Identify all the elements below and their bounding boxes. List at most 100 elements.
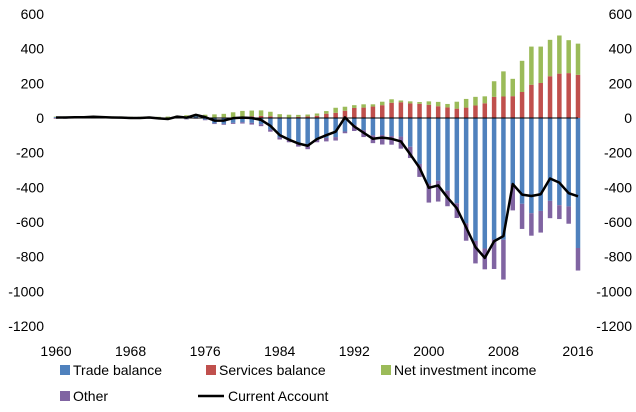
bar-net-investment-income [296, 114, 301, 117]
y-tick-right: -1000 [596, 283, 632, 299]
y-tick-right: -600 [604, 214, 632, 230]
y-tick-left: -1200 [8, 318, 44, 334]
bar-other [342, 131, 348, 134]
bar-trade-balance [249, 118, 254, 123]
bar-services-balance [473, 105, 478, 118]
bar-services-balance [389, 102, 394, 118]
bar-other [212, 123, 217, 125]
bar-other [277, 137, 282, 140]
y-tick-right: 200 [609, 75, 633, 91]
bar-other [249, 122, 254, 125]
legend-swatch [60, 365, 70, 375]
bar-other [258, 124, 264, 127]
bar-net-investment-income [249, 110, 254, 117]
bar-trade-balance [296, 118, 301, 144]
bar-trade-balance [202, 118, 208, 120]
bar-trade-balance [501, 118, 506, 240]
bar-other [324, 137, 329, 142]
x-tick: 2008 [488, 343, 519, 359]
y-axis-right: -1200 -1000 -800 -600 -400 -200 0 200 400 600 [596, 6, 632, 334]
bar-other [296, 143, 301, 147]
y-tick-right: 400 [609, 41, 633, 57]
bar-other [380, 134, 385, 145]
bar-trade-balance [538, 118, 543, 211]
legend: Trade balance Services balance Net investm… [60, 362, 537, 404]
bar-services-balance [426, 104, 432, 118]
bar-trade-balance [240, 118, 245, 123]
bar-trade-balance [389, 118, 394, 137]
legend-label: Services balance [219, 362, 326, 378]
bar-other [473, 240, 478, 264]
bar-net-investment-income [566, 40, 571, 74]
bar-services-balance [268, 116, 273, 118]
bar-services-balance [445, 107, 450, 118]
bar-other [389, 136, 394, 145]
bar-net-investment-income [165, 116, 171, 118]
bar-net-investment-income [305, 114, 310, 117]
line-current-account [56, 113, 579, 260]
bar-other [435, 180, 441, 202]
bar-net-investment-income [361, 104, 366, 108]
bar-trade-balance [361, 118, 366, 131]
bar-trade-balance [305, 118, 310, 146]
bar-net-investment-income [277, 114, 282, 118]
bar-other [240, 122, 245, 124]
bar-trade-balance [482, 118, 488, 249]
bar-net-investment-income [473, 96, 478, 106]
bar-services-balance [435, 106, 441, 118]
bar-trade-balance [463, 118, 469, 224]
bar-net-investment-income [435, 101, 441, 107]
bar-trade-balance [547, 118, 553, 201]
bar-net-investment-income [212, 114, 217, 118]
y-axis-left: -1200 -1000 -800 -600 -400 -200 0 200 400 600 [8, 6, 44, 334]
bar-other [575, 248, 581, 271]
bar-services-balance [501, 96, 506, 118]
bar-trade-balance [519, 118, 525, 204]
y-tick-right: -1200 [596, 318, 632, 334]
bar-other [426, 183, 432, 203]
bar-trade-balance [566, 118, 571, 207]
y-tick-left: -400 [16, 179, 44, 195]
y-tick-right: -200 [604, 145, 632, 161]
bar-other [510, 184, 515, 211]
bar-services-balance [258, 115, 264, 118]
bar-net-investment-income [324, 111, 329, 114]
legend-label: Current Account [228, 388, 328, 404]
bar-other [221, 123, 227, 125]
legend-item-net-investment-income: Net investment income [381, 362, 537, 378]
bar-trade-balance [454, 118, 460, 204]
y-tick-left: 200 [21, 75, 45, 91]
bar-net-investment-income [529, 46, 534, 85]
bar-net-investment-income [342, 106, 348, 111]
bar-net-investment-income [333, 107, 338, 113]
bar-trade-balance [314, 118, 320, 140]
bar-net-investment-income [314, 113, 320, 116]
bar-net-investment-income [258, 110, 264, 116]
bar-services-balance [417, 103, 422, 118]
bar-net-investment-income [426, 101, 432, 105]
legend-item-other: Other [60, 388, 108, 404]
bar-services-balance [370, 106, 376, 118]
bar-services-balance [547, 76, 553, 118]
bar-net-investment-income [501, 71, 506, 97]
bar-services-balance [529, 84, 534, 118]
bar-net-investment-income [221, 113, 227, 118]
legend-item-trade-balance: Trade balance [60, 362, 162, 378]
bar-net-investment-income [230, 112, 236, 118]
bar-other [230, 122, 236, 124]
bar-net-investment-income [417, 102, 422, 104]
bar-services-balance [314, 115, 320, 118]
bar-services-balance [296, 116, 301, 118]
bar-other [314, 139, 320, 143]
x-tick: 1976 [190, 343, 221, 359]
bar-net-investment-income [352, 105, 357, 108]
bar-net-investment-income [519, 60, 525, 92]
x-tick: 2000 [413, 343, 444, 359]
x-axis: 1960 1968 1976 1984 1992 2000 2008 2016 [40, 343, 593, 359]
bar-trade-balance [575, 118, 581, 248]
bar-net-investment-income [575, 43, 581, 75]
legend-swatch [60, 391, 70, 401]
bar-other [305, 145, 310, 150]
y-tick-right: -400 [604, 179, 632, 195]
